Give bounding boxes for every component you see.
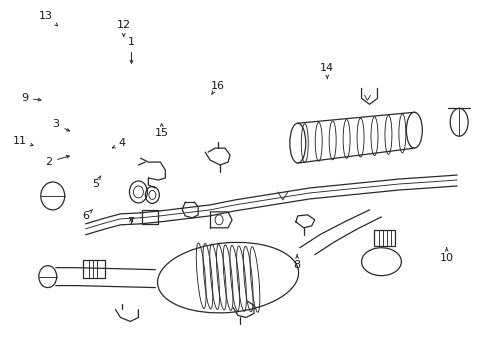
Text: 11: 11 [12, 136, 33, 146]
Bar [82, 260, 104, 278]
Text: 2: 2 [45, 156, 69, 167]
Text: 9: 9 [20, 93, 41, 103]
Text: 6: 6 [82, 210, 92, 221]
Text: 14: 14 [320, 63, 334, 79]
Bar [373, 230, 395, 246]
Bar [142, 210, 158, 224]
Text: 5: 5 [92, 176, 101, 189]
Text: 13: 13 [39, 11, 58, 26]
Text: 15: 15 [154, 124, 168, 138]
Text: 12: 12 [117, 20, 130, 36]
Text: 1: 1 [128, 37, 135, 63]
Text: 16: 16 [210, 81, 224, 94]
Text: 3: 3 [52, 120, 69, 131]
Text: 4: 4 [112, 139, 125, 148]
Text: 8: 8 [293, 255, 300, 270]
Ellipse shape [157, 242, 298, 313]
Text: 7: 7 [127, 217, 134, 227]
Ellipse shape [361, 248, 401, 276]
Text: 10: 10 [439, 248, 453, 263]
